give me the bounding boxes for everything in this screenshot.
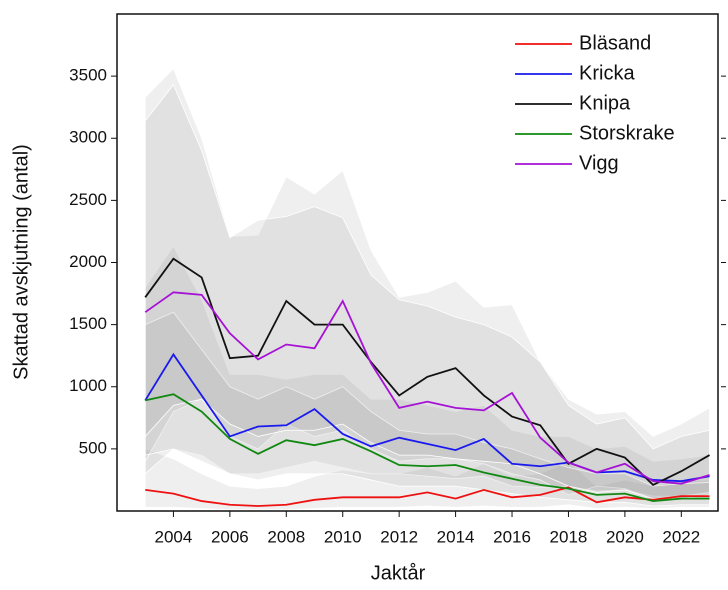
x-tick-label: 2014	[437, 527, 475, 546]
series-line	[145, 393, 710, 502]
y-tick-label: 3000	[69, 128, 107, 147]
x-tick-label: 2018	[550, 527, 588, 546]
y-tick-label: 500	[79, 438, 107, 457]
x-tick-label: 2008	[267, 527, 305, 546]
x-tick-label: 2012	[380, 527, 418, 546]
y-tick-label: 2000	[69, 252, 107, 271]
y-tick-label: 1500	[69, 314, 107, 333]
y-tick-label: 3500	[69, 66, 107, 85]
x-tick-label: 2016	[493, 527, 531, 546]
x-axis-label: Jaktår	[371, 562, 426, 584]
legend-label: Kricka	[579, 62, 635, 84]
series-line	[145, 486, 710, 507]
confidence-band	[144, 84, 710, 499]
series-line	[144, 352, 710, 483]
legend-label: Knipa	[579, 92, 631, 114]
x-tick-label: 2020	[606, 527, 644, 546]
series-line	[144, 291, 710, 485]
confidence-band	[144, 311, 710, 507]
legend-label: Storskrake	[579, 122, 675, 144]
legend-label: Vigg	[579, 152, 619, 174]
x-tick-label: 2006	[211, 527, 249, 546]
x-tick-label: 2004	[155, 527, 193, 546]
y-tick-label: 1000	[69, 376, 107, 395]
x-tick-label: 2022	[662, 527, 700, 546]
y-axis-label: Skattad avskjutning (antal)	[10, 144, 32, 380]
series-line	[144, 257, 710, 486]
x-tick-label: 2010	[324, 527, 362, 546]
legend-label: Bläsand	[579, 32, 651, 54]
y-tick-label: 2500	[69, 190, 107, 209]
